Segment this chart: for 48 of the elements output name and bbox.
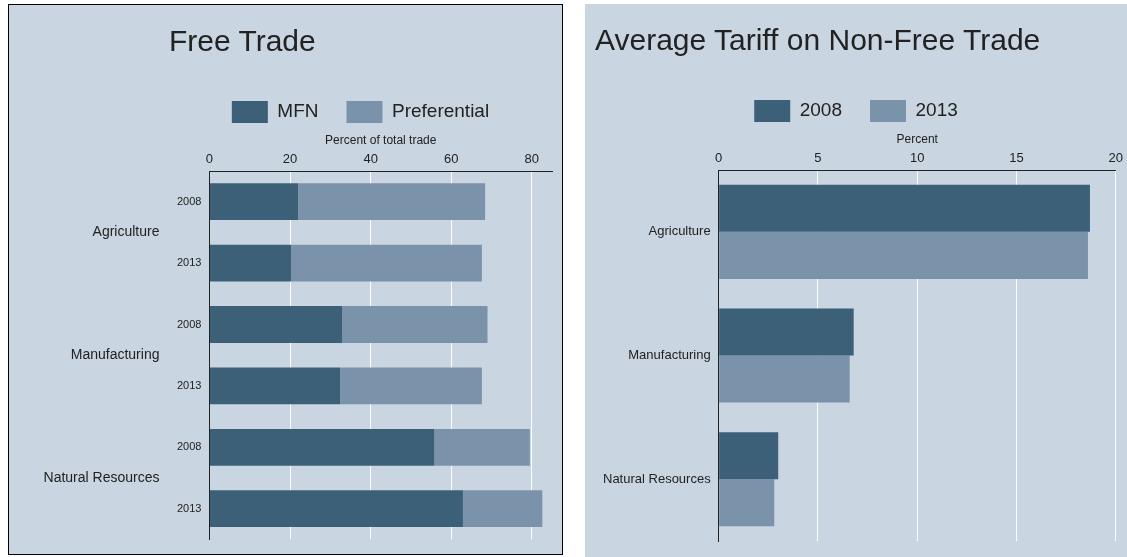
bar: [209, 367, 341, 405]
x-tick-label: 40: [363, 150, 378, 166]
bar: [719, 308, 854, 356]
bar: [342, 306, 488, 343]
y-tick-label: 2008: [176, 317, 202, 330]
x-tick-label: 0: [715, 149, 723, 165]
y-tick-label: Natural Resources: [603, 470, 712, 486]
x-axis-title: Percent of total trade: [325, 132, 437, 147]
bar: [291, 244, 482, 282]
x-tick-label: 80: [524, 150, 540, 166]
y-tick-label: Manufacturing: [628, 347, 711, 363]
bar: [209, 244, 292, 282]
bar: [209, 490, 463, 528]
bar: [719, 355, 850, 403]
bar: [340, 367, 482, 405]
x-tick-label: 0: [205, 150, 214, 166]
bar: [434, 428, 530, 466]
x-tick-label: 5: [814, 149, 822, 165]
x-axis-title: Percent: [896, 131, 939, 146]
bar: [209, 183, 299, 221]
bar: [719, 184, 1090, 232]
legend-label: Preferential: [392, 100, 490, 122]
x-tick-label: 10: [909, 149, 925, 165]
chart-title: Free Trade: [169, 24, 316, 58]
bar: [298, 183, 486, 221]
chart-title: Average Tariff on Non-Free Trade: [595, 23, 1041, 57]
text: Manufacturing: [70, 346, 160, 363]
text: Agriculture: [92, 223, 160, 240]
y-tick-label: 2008: [176, 440, 202, 453]
bar: [719, 479, 775, 527]
y-tick-label: Agriculture: [648, 223, 711, 239]
legend-label: 2013: [915, 99, 958, 121]
legend-label: MFN: [277, 100, 319, 122]
x-tick-label: 20: [1108, 149, 1123, 165]
y-tick-label: 2013: [176, 501, 202, 514]
y-tick-label: 2008: [176, 194, 202, 207]
text: Natural Resources: [43, 468, 160, 485]
x-tick-label: 15: [1009, 149, 1024, 165]
bar: [462, 490, 543, 528]
bar: [719, 432, 779, 480]
y-tick-label: 2013: [176, 378, 202, 391]
legend-label: 2008: [799, 99, 843, 121]
bar: [209, 428, 435, 466]
bar: [209, 306, 343, 343]
x-tick-label: 60: [444, 150, 459, 166]
bar: [719, 231, 1088, 279]
y-tick-label: 2013: [176, 256, 202, 269]
x-tick-label: 20: [282, 150, 298, 166]
